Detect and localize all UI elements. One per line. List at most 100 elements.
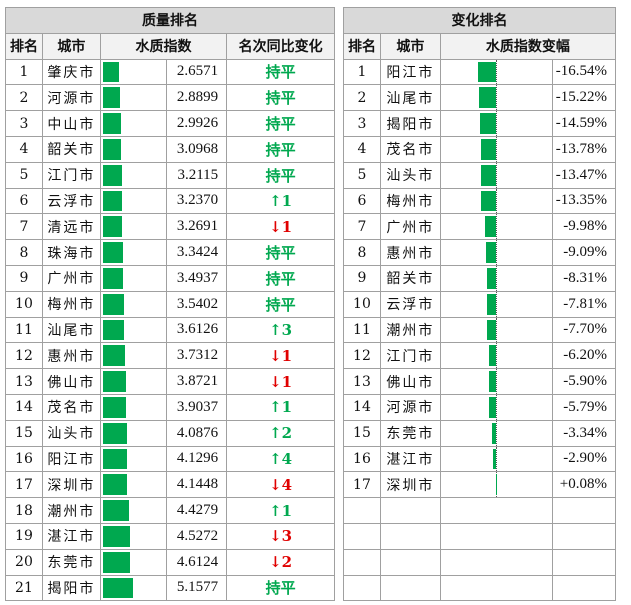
table-row: 3 揭阳市 -14.59% xyxy=(343,110,616,137)
change-value: -7.81% xyxy=(552,290,616,318)
change-value: -8.31% xyxy=(552,264,616,292)
bar-axis xyxy=(495,420,497,446)
rank-change: ↓4 xyxy=(226,471,335,499)
index-bar-cell xyxy=(99,548,168,576)
city: 云浮市 xyxy=(379,290,441,318)
table-row: 15 汕头市 4.0876 ↑2 xyxy=(5,419,335,447)
table-row: 15 东莞市 -3.34% xyxy=(343,419,616,447)
change-bar xyxy=(489,371,496,392)
change-value: -16.54% xyxy=(552,58,616,86)
change-bar xyxy=(484,216,496,238)
table-row: 18 潮州市 4.4279 ↑1 xyxy=(5,497,335,524)
col-index-change: 水质指数变幅 xyxy=(439,32,617,60)
table-row: 10 云浮市 -7.81% xyxy=(343,290,616,318)
rank: 17 xyxy=(5,471,43,499)
rank: 11 xyxy=(5,316,43,344)
bar-axis xyxy=(495,85,497,111)
index-bar xyxy=(102,267,124,289)
city: 深圳市 xyxy=(41,471,101,499)
index-bar-cell xyxy=(99,342,168,370)
index-bar-cell xyxy=(99,58,168,86)
rank: 8 xyxy=(5,239,43,266)
city: 汕头市 xyxy=(41,419,101,447)
rank: 13 xyxy=(5,368,43,395)
empty-row xyxy=(343,574,616,602)
table-row: 8 珠海市 3.3424 持平 xyxy=(5,239,335,266)
city: 韶关市 xyxy=(379,264,441,292)
bar-axis xyxy=(495,446,497,472)
index-bar xyxy=(102,113,121,134)
index-value: 4.4279 xyxy=(166,497,228,524)
change-bar xyxy=(492,448,496,470)
index-value: 3.8721 xyxy=(166,368,228,395)
index-value: 3.7312 xyxy=(166,342,228,370)
rank: 15 xyxy=(343,419,381,447)
city: 梅州市 xyxy=(41,290,101,318)
index-bar xyxy=(102,242,123,263)
index-value: 2.6571 xyxy=(166,58,228,86)
rank-change: 持平 xyxy=(226,239,335,266)
city: 潮州市 xyxy=(41,497,101,524)
rank: 9 xyxy=(5,264,43,292)
change-value: -7.70% xyxy=(552,316,616,344)
change-bar xyxy=(495,474,497,496)
index-bar-cell xyxy=(99,419,168,447)
index-bar xyxy=(102,319,125,341)
rank: 1 xyxy=(343,58,381,86)
table-row: 17 深圳市 +0.08% xyxy=(343,471,616,499)
empty-cell xyxy=(552,574,616,602)
city: 湛江市 xyxy=(379,445,441,473)
empty-cell xyxy=(439,522,554,550)
change-bar-cell xyxy=(439,445,554,473)
city: 佛山市 xyxy=(379,368,441,395)
change-bar xyxy=(481,190,496,212)
rank: 20 xyxy=(5,548,43,576)
bar-axis xyxy=(495,240,497,265)
bar-axis xyxy=(495,343,497,369)
change-bar-cell xyxy=(439,161,554,189)
index-bar-cell xyxy=(99,161,168,189)
rank: 5 xyxy=(5,161,43,189)
change-bar-cell xyxy=(439,393,554,421)
index-bar-cell xyxy=(99,316,168,344)
rank: 4 xyxy=(5,135,43,163)
index-value: 3.3424 xyxy=(166,239,228,266)
city: 东莞市 xyxy=(41,548,101,576)
rank-change: 持平 xyxy=(226,110,335,137)
city: 广州市 xyxy=(41,264,101,292)
change-bar-cell xyxy=(439,316,554,344)
city: 东莞市 xyxy=(379,419,441,447)
table-row: 9 韶关市 -8.31% xyxy=(343,264,616,292)
index-bar-cell xyxy=(99,471,168,499)
city: 江门市 xyxy=(41,161,101,189)
index-value: 4.5272 xyxy=(166,522,228,550)
change-bar xyxy=(492,422,496,444)
rank-change: 持平 xyxy=(226,290,335,318)
index-bar-cell xyxy=(99,187,168,215)
city: 珠海市 xyxy=(41,239,101,266)
rank: 12 xyxy=(343,342,381,370)
table-row: 2 汕尾市 -15.22% xyxy=(343,84,616,112)
rank: 14 xyxy=(343,393,381,421)
bar-axis xyxy=(495,214,497,240)
table-row: 8 惠州市 -9.09% xyxy=(343,239,616,266)
table-row: 1 肇庆市 2.6571 持平 xyxy=(5,58,335,86)
rank: 19 xyxy=(5,522,43,550)
rank: 3 xyxy=(343,110,381,137)
rank: 16 xyxy=(343,445,381,473)
index-value: 3.2691 xyxy=(166,213,228,241)
change-value: -5.90% xyxy=(552,368,616,395)
rank: 6 xyxy=(5,187,43,215)
table-row: 13 佛山市 -5.90% xyxy=(343,368,616,395)
change-bar xyxy=(479,113,496,134)
change-bar-cell xyxy=(439,110,554,137)
rank: 2 xyxy=(343,84,381,112)
index-bar xyxy=(102,293,124,315)
change-bar-cell xyxy=(439,342,554,370)
rank: 10 xyxy=(5,290,43,318)
empty-cell xyxy=(552,497,616,524)
index-bar xyxy=(102,577,134,599)
rank-change: 持平 xyxy=(226,264,335,292)
city: 茂名市 xyxy=(41,393,101,421)
rank-change: 持平 xyxy=(226,574,335,602)
